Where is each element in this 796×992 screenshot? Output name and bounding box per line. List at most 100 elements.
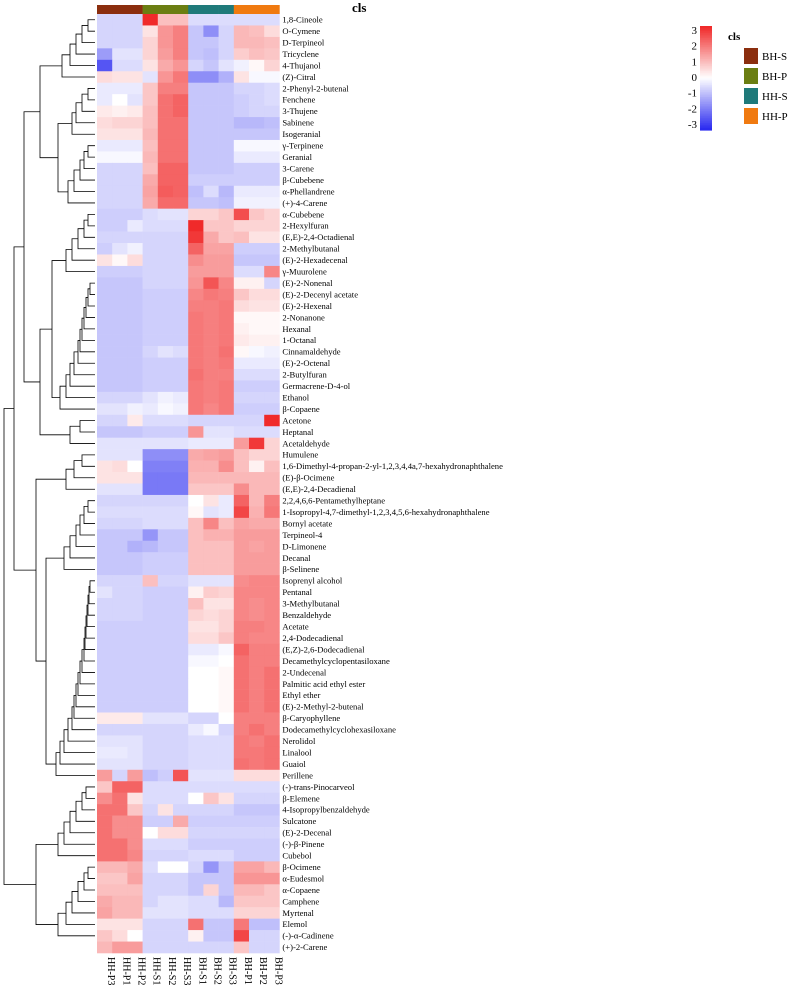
heatmap-cell [142, 552, 159, 564]
heatmap-cell [112, 82, 128, 95]
heatmap-cell [233, 769, 250, 782]
heatmap-cell [249, 620, 265, 633]
heatmap-cell [112, 781, 128, 793]
heatmap-cell [249, 563, 265, 576]
heatmap-cell [112, 71, 128, 84]
heatmap-cell [142, 128, 159, 141]
heatmap-cell [233, 368, 250, 381]
heatmap-cell [157, 483, 174, 496]
heatmap-cell [173, 575, 189, 587]
heatmap-cell [188, 105, 204, 118]
heatmap-cell [173, 277, 189, 290]
heatmap-cell [218, 941, 235, 954]
heatmap-cell [112, 666, 128, 679]
heatmap-cell [97, 884, 113, 897]
heatmap-cell [218, 769, 235, 782]
heatmap-cell [188, 265, 204, 278]
dendrogram-branch [57, 123, 72, 193]
heatmap-cell [233, 277, 250, 290]
scale-swatch [700, 126, 712, 129]
group-legend-label: BH-P [762, 71, 787, 83]
row-label: 1-Isopropyl-4,7-dimethyl-1,2,3,4,5,6-hex… [282, 507, 489, 517]
row-label: Isoprenyl alcohol [282, 576, 343, 586]
heatmap-cell [218, 231, 235, 244]
heatmap-cell [127, 426, 143, 438]
heatmap-cell [157, 712, 174, 725]
heatmap-cell [203, 472, 219, 484]
heatmap-cell [157, 357, 174, 370]
heatmap-cell [203, 59, 219, 72]
heatmap-cell [218, 208, 235, 221]
dendrogram-branch [79, 514, 95, 536]
heatmap-cell [127, 357, 143, 370]
heatmap-cell [97, 357, 113, 370]
heatmap-cell [97, 460, 113, 473]
heatmap-cell [218, 151, 235, 164]
heatmap-cell [249, 609, 265, 622]
heatmap-cell [233, 506, 250, 519]
heatmap-cell [249, 300, 265, 313]
heatmap-cell [233, 918, 250, 931]
row-label: Decanal [282, 553, 311, 563]
heatmap-cell [249, 701, 265, 713]
row-label: 3-Carene [282, 163, 314, 173]
scale-swatch [700, 72, 712, 76]
heatmap-cell [157, 907, 174, 919]
heatmap-cell [97, 552, 113, 564]
heatmap-cell [112, 907, 128, 919]
heatmap-cell [142, 460, 159, 473]
heatmap-cell [188, 117, 204, 129]
heatmap-cell [97, 265, 113, 278]
heatmap-cell [264, 632, 280, 645]
row-label: Fenchene [282, 95, 315, 105]
heatmap-cell [97, 59, 113, 72]
heatmap-cell [203, 746, 219, 759]
heatmap-cell [249, 643, 265, 656]
heatmap-cell [142, 781, 159, 793]
heatmap-cell [97, 620, 113, 633]
heatmap-cell [173, 529, 189, 542]
heatmap-cell [127, 609, 143, 622]
heatmap-cell [112, 575, 128, 587]
row-label: Linalool [282, 747, 312, 757]
heatmap-cell [97, 918, 113, 931]
row-label: Hexanal [282, 324, 311, 334]
heatmap-cell [233, 346, 250, 358]
scale-swatch [700, 95, 712, 98]
heatmap-cell [127, 472, 143, 484]
column-label: BH-P1 [242, 957, 253, 985]
heatmap-cell [142, 701, 159, 713]
heatmap-cell [188, 884, 204, 897]
heatmap-cell [233, 666, 250, 679]
heatmap-cell [173, 414, 189, 427]
heatmap-cell [157, 563, 174, 576]
heatmap-cell [127, 449, 143, 461]
row-label: α-Eudesmol [282, 873, 324, 883]
heatmap-cell [142, 517, 159, 530]
heatmap-cell [173, 815, 189, 828]
row-label: Dodecamethylcyclohexasiloxane [282, 725, 396, 735]
heatmap-cell [203, 346, 219, 358]
heatmap-cell [218, 598, 235, 610]
heatmap-cell [264, 151, 280, 164]
heatmap-cell [112, 185, 128, 198]
heatmap-cell [112, 895, 128, 908]
heatmap-cell [203, 437, 219, 450]
heatmap-cell [112, 678, 128, 690]
heatmap-cell [188, 712, 204, 725]
row-label: β-Selinene [282, 564, 319, 574]
heatmap-cell [188, 128, 204, 141]
dendrogram-branch [83, 219, 95, 238]
heatmap-cell [249, 483, 265, 496]
heatmap-cell [233, 472, 250, 484]
heatmap-cell [157, 827, 174, 839]
heatmap-cell [249, 82, 265, 95]
heatmap-cell [218, 872, 235, 885]
heatmap-cell [264, 391, 280, 404]
row-label: Pentanal [282, 587, 312, 597]
heatmap-cell [157, 472, 174, 484]
heatmap-cell [249, 861, 265, 874]
row-label: (+)-2-Carene [282, 942, 327, 952]
heatmap-cell [142, 746, 159, 759]
